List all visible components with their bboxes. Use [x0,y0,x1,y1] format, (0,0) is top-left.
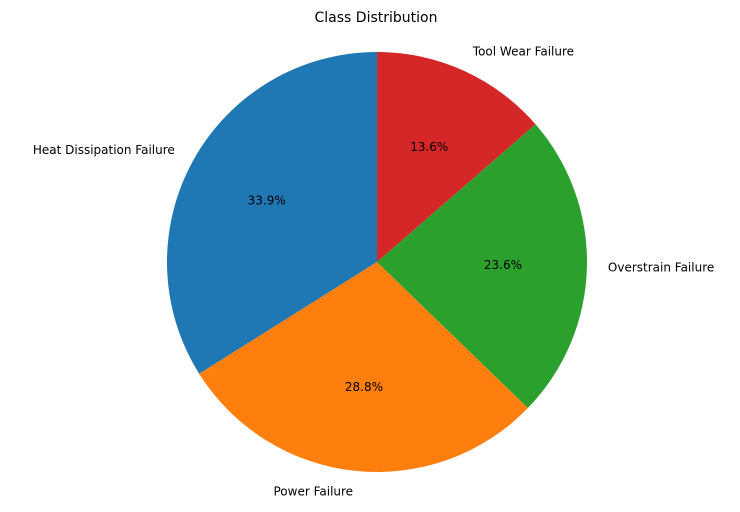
pie-slice [377,124,587,409]
slice-label: Overstrain Failure [608,261,714,275]
slice-label: Heat Dissipation Failure [33,143,175,157]
pie-slices [166,51,587,472]
pie-slice [377,51,536,263]
slice-percent-labels: 33.9% 28.8% 23.6% 13.6% [248,140,522,394]
slice-label: Tool Wear Failure [472,44,574,58]
slice-percent-label: 28.8% [345,380,383,394]
pie-slice [166,52,377,374]
slice-percent-label: 23.6% [484,258,522,272]
pie-slice [199,262,528,472]
slice-percent-label: 13.6% [410,140,448,154]
slice-labels: Heat Dissipation Failure Power Failure Ove… [33,44,714,498]
slice-label: Power Failure [273,484,353,498]
slice-percent-label: 33.9% [248,194,286,208]
chart-title: Class Distribution [315,10,438,26]
